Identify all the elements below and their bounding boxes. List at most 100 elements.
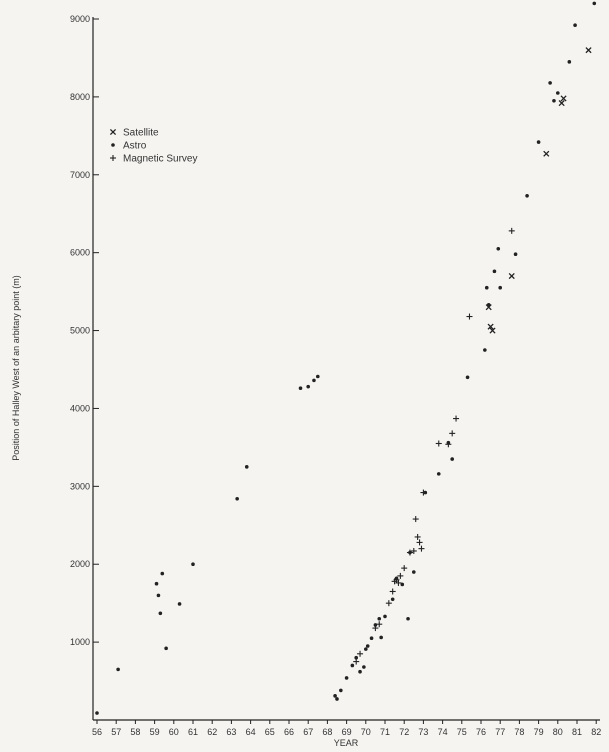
data-point — [362, 665, 366, 669]
data-point — [496, 246, 501, 251]
data-point — [420, 489, 427, 496]
data-point — [508, 227, 515, 234]
legend: Satellite Astro Magnetic Survey — [109, 128, 197, 165]
y-tick-label: 8000 — [70, 92, 90, 102]
data-point — [412, 516, 419, 523]
x-tick-label: 75 — [457, 727, 467, 737]
y-tick-label: 1000 — [70, 637, 90, 647]
data-point — [560, 95, 567, 102]
data-point — [164, 646, 168, 651]
data-point — [498, 285, 503, 290]
legend-label: Astro — [123, 141, 147, 152]
x-tick-label: 82 — [591, 727, 601, 737]
data-point — [414, 533, 421, 540]
data-point — [548, 81, 552, 85]
data-point — [543, 150, 550, 157]
data-point — [306, 384, 311, 389]
data-point — [410, 547, 417, 554]
x-tick-label: 79 — [534, 727, 544, 737]
x-tick-label: 60 — [169, 727, 179, 737]
data-point — [358, 669, 362, 674]
x-tick-label: 59 — [150, 727, 160, 737]
data-point — [558, 100, 565, 107]
legend-label: Satellite — [123, 128, 159, 139]
x-tick-label: 56 — [92, 727, 102, 737]
data-point — [298, 386, 303, 390]
data-point — [344, 676, 349, 680]
data-point — [449, 430, 456, 437]
data-point — [372, 625, 379, 632]
data-point — [406, 616, 410, 621]
legend-marker — [111, 143, 115, 147]
data-point — [235, 496, 239, 501]
x-tick-label: 71 — [380, 727, 390, 737]
data-point — [385, 600, 392, 607]
data-point — [339, 688, 343, 693]
data-point — [365, 644, 370, 648]
data-point — [486, 303, 491, 307]
data-point — [383, 614, 387, 619]
data-point — [333, 694, 337, 698]
series-x — [485, 47, 592, 334]
data-point — [95, 711, 99, 715]
data-point — [244, 465, 249, 469]
data-point — [536, 140, 541, 144]
data-point — [525, 194, 529, 198]
data-point — [354, 655, 359, 660]
data-point — [416, 539, 423, 546]
y-axis-title: Position of Halley West of an arbitary p… — [11, 275, 21, 460]
x-tick-label: 78 — [514, 727, 524, 737]
legend-label: Magnetic Survey — [123, 154, 197, 165]
data-point — [116, 667, 120, 672]
data-point — [160, 571, 165, 576]
data-point — [585, 47, 592, 54]
x-tick-label: 73 — [418, 727, 428, 737]
data-point — [492, 269, 497, 274]
x-tick-label: 72 — [399, 727, 409, 737]
data-point — [316, 374, 320, 379]
x-tick-label: 66 — [284, 727, 294, 737]
series-dot — [95, 1, 597, 715]
data-point — [592, 1, 597, 6]
data-point — [567, 60, 572, 64]
data-point — [369, 636, 374, 641]
legend-marker — [110, 155, 116, 161]
data-point — [445, 441, 452, 448]
x-tick-label: 65 — [265, 727, 275, 737]
x-tick-label: 74 — [438, 727, 448, 737]
x-ticks: 56 57 58 59 60 61 62 63 64 65 66 67 68 69 70 71 72 73 74 75… — [92, 720, 601, 737]
y-tick-label: 6000 — [70, 248, 90, 258]
data-points — [95, 1, 597, 715]
data-point — [357, 650, 364, 657]
data-point — [393, 576, 400, 583]
data-point — [435, 440, 442, 447]
y-tick-label: 3000 — [70, 481, 90, 491]
axes — [92, 17, 600, 721]
x-tick-label: 77 — [495, 727, 505, 737]
data-point — [389, 588, 396, 595]
x-tick-label: 70 — [361, 727, 371, 737]
data-point — [335, 697, 339, 701]
x-tick-label: 58 — [130, 727, 140, 737]
data-point — [390, 597, 395, 602]
y-tick-label: 9000 — [70, 14, 90, 24]
data-point — [312, 378, 316, 383]
data-point — [484, 285, 489, 290]
data-point — [556, 91, 560, 95]
data-point — [353, 658, 360, 665]
data-point — [483, 348, 487, 352]
data-point — [158, 611, 163, 616]
y-tick-label: 2000 — [70, 559, 90, 569]
data-point — [350, 663, 355, 668]
data-point — [191, 562, 195, 567]
y-ticks: 1000 2000 3000 4000 5000 6000 7000 8000 9000 — [70, 14, 99, 647]
x-tick-label: 69 — [342, 727, 352, 737]
x-tick-label: 62 — [207, 727, 217, 737]
data-point — [397, 572, 404, 579]
data-point — [412, 570, 416, 574]
data-point — [508, 272, 515, 280]
data-point — [376, 621, 383, 628]
data-point — [401, 565, 408, 572]
data-point — [177, 602, 182, 606]
